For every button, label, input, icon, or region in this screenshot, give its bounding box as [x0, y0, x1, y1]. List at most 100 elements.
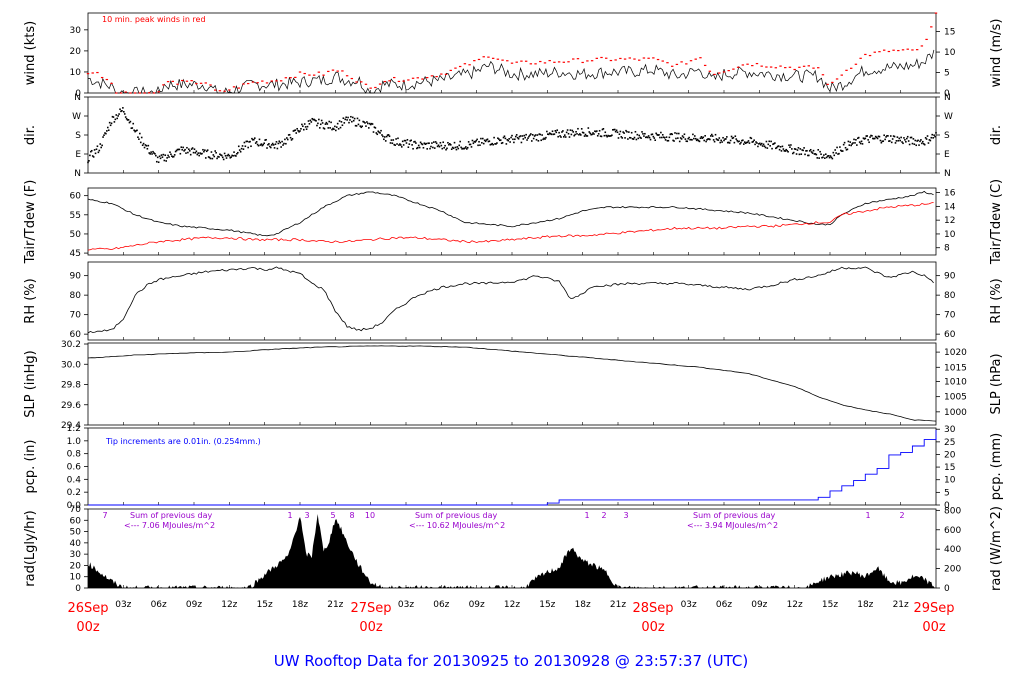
dir-point — [922, 143, 925, 145]
dir-point — [646, 136, 649, 139]
dir-point — [560, 136, 562, 138]
x-tick-label: 21z — [893, 600, 909, 610]
dir-point — [553, 133, 556, 135]
y-tick-label-right: W — [944, 112, 953, 122]
dir-point — [718, 137, 721, 139]
dir-point — [746, 141, 749, 144]
dir-point — [871, 135, 873, 137]
dir-point — [847, 140, 850, 143]
dir-point — [780, 150, 783, 152]
dir-point — [256, 143, 259, 146]
y-tick-label-right: 10 — [944, 230, 956, 240]
dir-point — [796, 149, 799, 151]
dir-point — [703, 139, 706, 142]
dir-point — [543, 137, 545, 140]
dir-point — [314, 119, 316, 122]
dir-point — [145, 144, 148, 147]
dir-point — [894, 142, 897, 144]
peak-wind-dash — [449, 69, 452, 72]
dir-point — [498, 138, 500, 140]
dir-point — [846, 148, 849, 151]
peak-wind-dash — [642, 57, 646, 59]
peak-wind-dash — [609, 59, 613, 62]
dir-point — [504, 137, 507, 140]
peak-wind-dash — [166, 81, 170, 83]
dir-point — [852, 142, 854, 144]
dir-point — [722, 136, 724, 139]
dir-point — [698, 140, 701, 143]
dir-point — [677, 132, 680, 135]
dir-point — [400, 144, 402, 146]
dir-point — [351, 120, 353, 123]
dir-point — [160, 154, 163, 156]
peak-wind-dash — [675, 63, 679, 66]
dir-point — [647, 135, 650, 137]
dir-point — [109, 124, 112, 127]
y-axis-label-right: dir. — [989, 125, 1004, 145]
dir-point — [253, 137, 256, 139]
dir-point — [229, 156, 232, 159]
peak-wind-dash — [223, 90, 226, 92]
dir-point — [308, 122, 311, 125]
dir-point — [863, 138, 866, 140]
dir-point — [244, 145, 247, 148]
dir-point — [418, 146, 421, 149]
dir-point — [659, 136, 661, 139]
dir-point — [855, 139, 857, 141]
dir-point — [898, 137, 901, 140]
peak-wind-dash — [491, 57, 495, 59]
peak-wind-dash — [887, 50, 891, 53]
peak-wind-dash — [312, 74, 316, 76]
dir-point — [520, 141, 523, 144]
y-tick-label-left: 30 — [70, 550, 82, 560]
dir-point — [794, 148, 797, 151]
dir-point — [289, 136, 292, 139]
dir-point — [444, 144, 446, 147]
dir-point — [491, 142, 494, 145]
peak-wind-dash — [689, 60, 693, 62]
dir-point — [481, 137, 484, 140]
dir-point — [920, 139, 922, 141]
peak-wind-dash — [284, 77, 288, 79]
dir-point — [252, 139, 254, 141]
dir-point — [125, 118, 128, 120]
x-tick-label: 15z — [822, 600, 838, 610]
dir-point — [505, 143, 508, 145]
dir-point — [534, 134, 537, 136]
peak-wind-dash — [388, 80, 391, 82]
dir-point — [317, 122, 319, 125]
dir-point — [725, 138, 727, 140]
dir-point — [395, 138, 397, 140]
series-rad-area — [88, 514, 936, 588]
dir-point — [736, 139, 738, 142]
peak-wind-dash — [199, 82, 203, 84]
dir-point — [839, 146, 841, 148]
dir-point — [801, 149, 804, 151]
dir-point — [682, 136, 685, 139]
dir-point — [629, 137, 632, 139]
dir-point — [453, 141, 456, 144]
y-tick-label-right: 800 — [944, 506, 961, 516]
peak-wind-dash — [680, 61, 683, 63]
dir-point — [690, 138, 692, 141]
dir-point — [756, 142, 758, 144]
peak-wind-dash — [91, 72, 94, 74]
y-tick-label-right: 10 — [944, 476, 956, 486]
dir-point — [400, 146, 403, 148]
dir-point — [478, 140, 480, 143]
dir-point — [149, 153, 151, 155]
dir-point — [464, 147, 466, 149]
dir-point — [765, 140, 768, 143]
dir-point — [184, 148, 186, 151]
dir-point — [188, 148, 190, 151]
dir-point — [483, 139, 486, 142]
dir-point — [785, 148, 787, 151]
x-tick-label: 09z — [186, 600, 202, 610]
dir-point — [611, 134, 613, 137]
dir-point — [905, 140, 907, 143]
dir-point — [737, 140, 739, 143]
peak-wind-dash — [854, 63, 858, 65]
dir-point — [633, 136, 636, 139]
rad-day-note-line1: Sum of previous day — [693, 511, 775, 520]
dir-point — [934, 135, 936, 138]
